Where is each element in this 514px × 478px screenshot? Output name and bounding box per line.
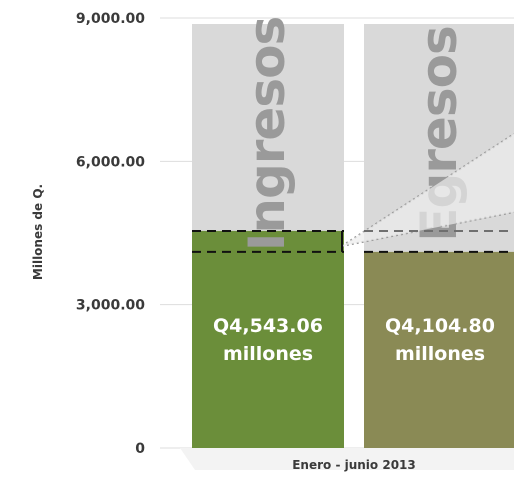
bars: IngresosQ4,543.06millonesEgresosQ4,104.8… bbox=[192, 17, 514, 448]
y-axis-ticks: 0 3,000.00 6,000.00 9,000.00 bbox=[76, 11, 145, 457]
value-label: Q4,104.80 bbox=[385, 315, 495, 337]
value-label: Q4,543.06 bbox=[213, 315, 323, 337]
x-category-label: Enero - junio 2013 bbox=[292, 458, 416, 472]
y-tick-label: 0 bbox=[135, 441, 145, 457]
projection-lines bbox=[341, 133, 514, 247]
y-tick-label: 9,000.00 bbox=[76, 11, 145, 27]
bar-value bbox=[364, 251, 514, 448]
y-tick-label: 3,000.00 bbox=[76, 298, 145, 314]
floor-shadow bbox=[180, 448, 514, 470]
y-tick-label: 6,000.00 bbox=[76, 154, 145, 170]
series-name-label: Ingresos bbox=[238, 17, 296, 251]
value-unit-label: millones bbox=[223, 343, 313, 365]
y-axis-label: Millones de Q. bbox=[31, 184, 45, 280]
dashed-guides bbox=[192, 229, 514, 253]
value-unit-label: millones bbox=[395, 343, 485, 365]
bar-value bbox=[192, 230, 344, 448]
bar-group-ingresos: Ingresos Q4,543.06 millones bbox=[192, 17, 344, 448]
